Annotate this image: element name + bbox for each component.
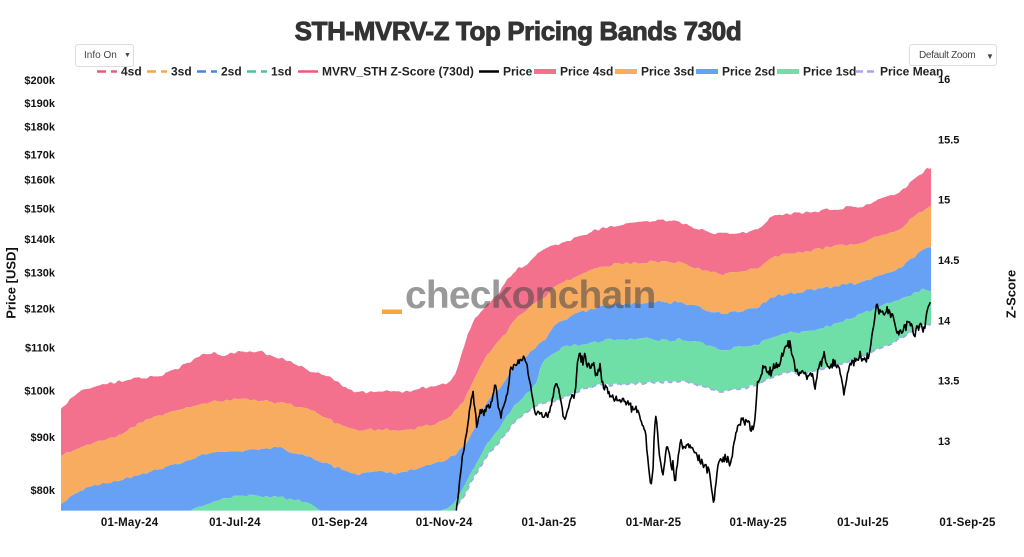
svg-text:01-May-25: 01-May-25 [729, 517, 787, 529]
svg-text:15: 15 [938, 195, 950, 207]
svg-text:Price 1sd: Price 1sd [803, 65, 856, 79]
svg-text:$180k: $180k [24, 122, 55, 134]
svg-text:MVRV_STH Z-Score (730d): MVRV_STH Z-Score (730d) [322, 65, 474, 79]
svg-text:Price 2sd: Price 2sd [722, 65, 775, 79]
svg-text:Price 3sd: Price 3sd [641, 65, 694, 79]
svg-text:01-Jan-25: 01-Jan-25 [521, 517, 576, 529]
svg-text:checkonchain: checkonchain [405, 274, 656, 317]
svg-text:$160k: $160k [24, 175, 55, 187]
svg-text:01-Sep-24: 01-Sep-24 [312, 517, 369, 529]
svg-text:14: 14 [938, 315, 951, 327]
svg-text:13.5: 13.5 [938, 376, 959, 388]
svg-text:$170k: $170k [24, 150, 55, 162]
svg-text:15.5: 15.5 [938, 134, 959, 146]
svg-text:Z-Score: Z-Score [1004, 270, 1019, 318]
svg-text:01-Jul-25: 01-Jul-25 [837, 517, 889, 529]
svg-text:$140k: $140k [24, 234, 55, 246]
svg-text:$200k: $200k [24, 75, 55, 87]
svg-text:$110k: $110k [25, 343, 56, 355]
svg-text:1sd: 1sd [271, 65, 292, 79]
svg-text:14.5: 14.5 [938, 255, 959, 267]
svg-text:01-May-24: 01-May-24 [101, 517, 159, 529]
svg-text:01-Sep-25: 01-Sep-25 [939, 517, 996, 529]
svg-text:$90k: $90k [31, 432, 56, 444]
svg-text:01-Mar-25: 01-Mar-25 [626, 517, 682, 529]
svg-text:Price [USD]: Price [USD] [4, 247, 19, 319]
svg-text:STH-MVRV-Z Top Pricing Bands 7: STH-MVRV-Z Top Pricing Bands 730d [295, 16, 742, 46]
svg-text:01-Jul-24: 01-Jul-24 [209, 517, 261, 529]
svg-text:Price 4sd: Price 4sd [560, 65, 613, 79]
svg-text:13: 13 [938, 436, 950, 448]
svg-text:$130k: $130k [24, 268, 55, 280]
svg-text:$150k: $150k [24, 204, 55, 216]
svg-text:01-Nov-24: 01-Nov-24 [416, 517, 473, 529]
svg-text:$190k: $190k [24, 98, 55, 110]
svg-text:$120k: $120k [24, 304, 55, 316]
svg-text:3sd: 3sd [171, 65, 192, 79]
svg-text:4sd: 4sd [121, 65, 142, 79]
svg-text:$100k: $100k [24, 385, 55, 397]
svg-text:16: 16 [938, 74, 950, 86]
svg-text:$80k: $80k [31, 485, 56, 497]
svg-text:Price Mean: Price Mean [880, 65, 943, 79]
svg-text:2sd: 2sd [221, 65, 242, 79]
svg-text:Price: Price [503, 65, 533, 79]
